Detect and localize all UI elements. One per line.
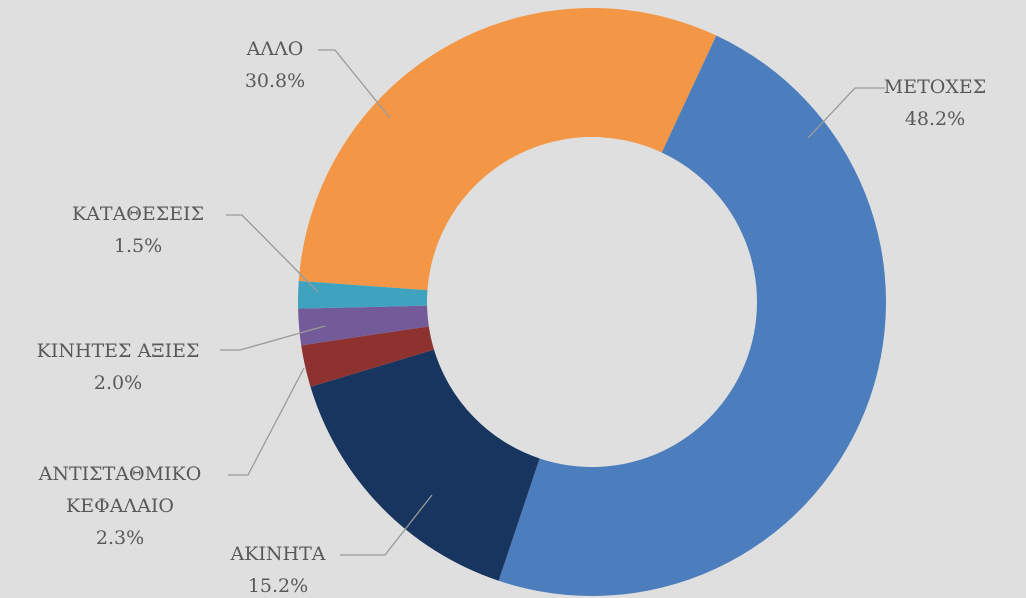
slice-value-label: 15.2%: [248, 575, 308, 597]
leader-line: [226, 214, 319, 293]
slice-label: ΚΑΤΑΘΕΣΕΙΣ: [72, 203, 204, 225]
donut-slice: [298, 280, 428, 309]
leader-line: [340, 494, 433, 556]
slice-value-label: 30.8%: [245, 70, 305, 92]
leader-line: [228, 367, 305, 476]
leader-line: [220, 325, 326, 351]
slice-label: ΑΛΛΟ: [246, 38, 304, 60]
slice-value-label: 1.5%: [114, 235, 162, 257]
leader-line: [318, 49, 391, 119]
donut-slice: [301, 326, 435, 387]
slice-label: ΑΚΙΝΗΤΑ: [229, 543, 325, 565]
donut-slice: [498, 35, 886, 596]
slice-value-label: 2.3%: [96, 527, 144, 549]
donut-slice: [310, 349, 540, 581]
slice-label: ΜΕΤΟΧΕΣ: [884, 76, 986, 98]
slice-label: ΚΙΝΗΤΕΣ ΑΞΙΕΣ: [37, 340, 200, 362]
slice-value-label: 2.0%: [94, 372, 142, 394]
leader-line: [807, 87, 885, 139]
donut-slice: [298, 8, 717, 291]
donut-slice: [298, 305, 429, 346]
slice-value-label: 48.2%: [905, 108, 965, 130]
slice-label: ΑΝΤΙΣΤΑΘΜΙΚΟ ΚΕΦΑΛΑΙΟ: [38, 463, 202, 517]
